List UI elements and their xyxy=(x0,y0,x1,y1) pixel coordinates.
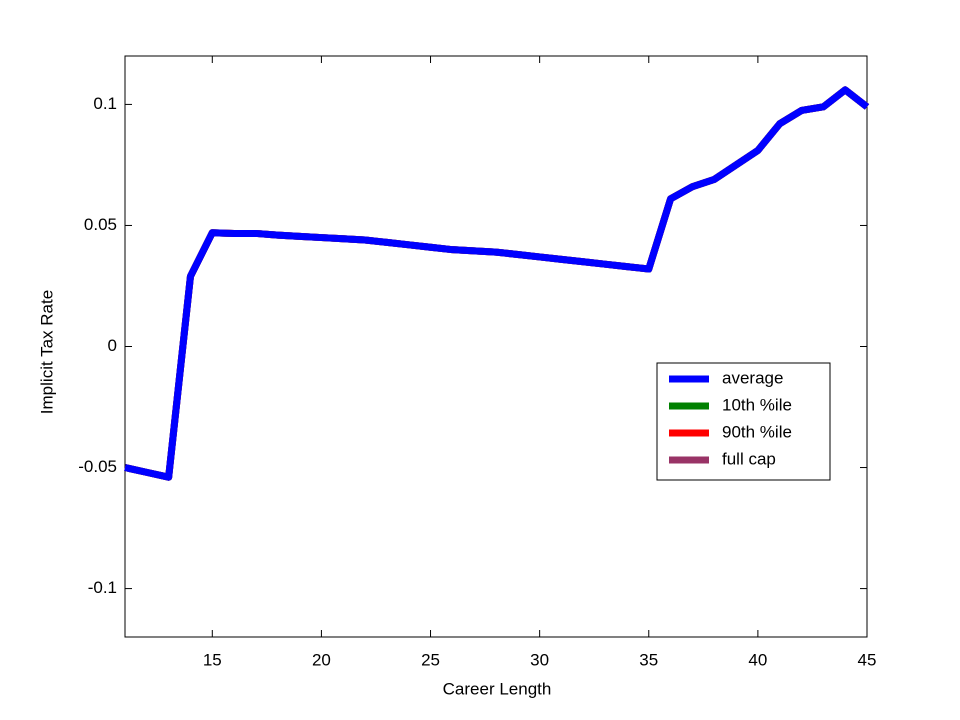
x-tick-label: 25 xyxy=(421,650,440,669)
legend-label: 10th %ile xyxy=(722,395,792,414)
y-tick-label: 0.1 xyxy=(93,94,117,113)
y-tick-label: -0.05 xyxy=(78,457,117,476)
legend-label: full cap xyxy=(722,449,776,468)
y-tick-label: 0.05 xyxy=(84,215,117,234)
data-line xyxy=(124,86,870,481)
legend-label: 90th %ile xyxy=(722,422,792,441)
x-tick-label: 30 xyxy=(530,650,549,669)
x-tick-label: 20 xyxy=(312,650,331,669)
legend-label: average xyxy=(722,368,783,387)
x-tick-label: 35 xyxy=(639,650,658,669)
x-tick-label: 45 xyxy=(858,650,877,669)
y-axis-label: Implicit Tax Rate xyxy=(37,290,56,414)
plot-frame xyxy=(124,55,868,638)
x-tick-label: 15 xyxy=(203,650,222,669)
x-axis-label: Career Length xyxy=(443,679,552,698)
y-tick-label: 0 xyxy=(108,336,117,355)
x-tick-label: 40 xyxy=(748,650,767,669)
y-tick-label: -0.1 xyxy=(88,578,117,597)
